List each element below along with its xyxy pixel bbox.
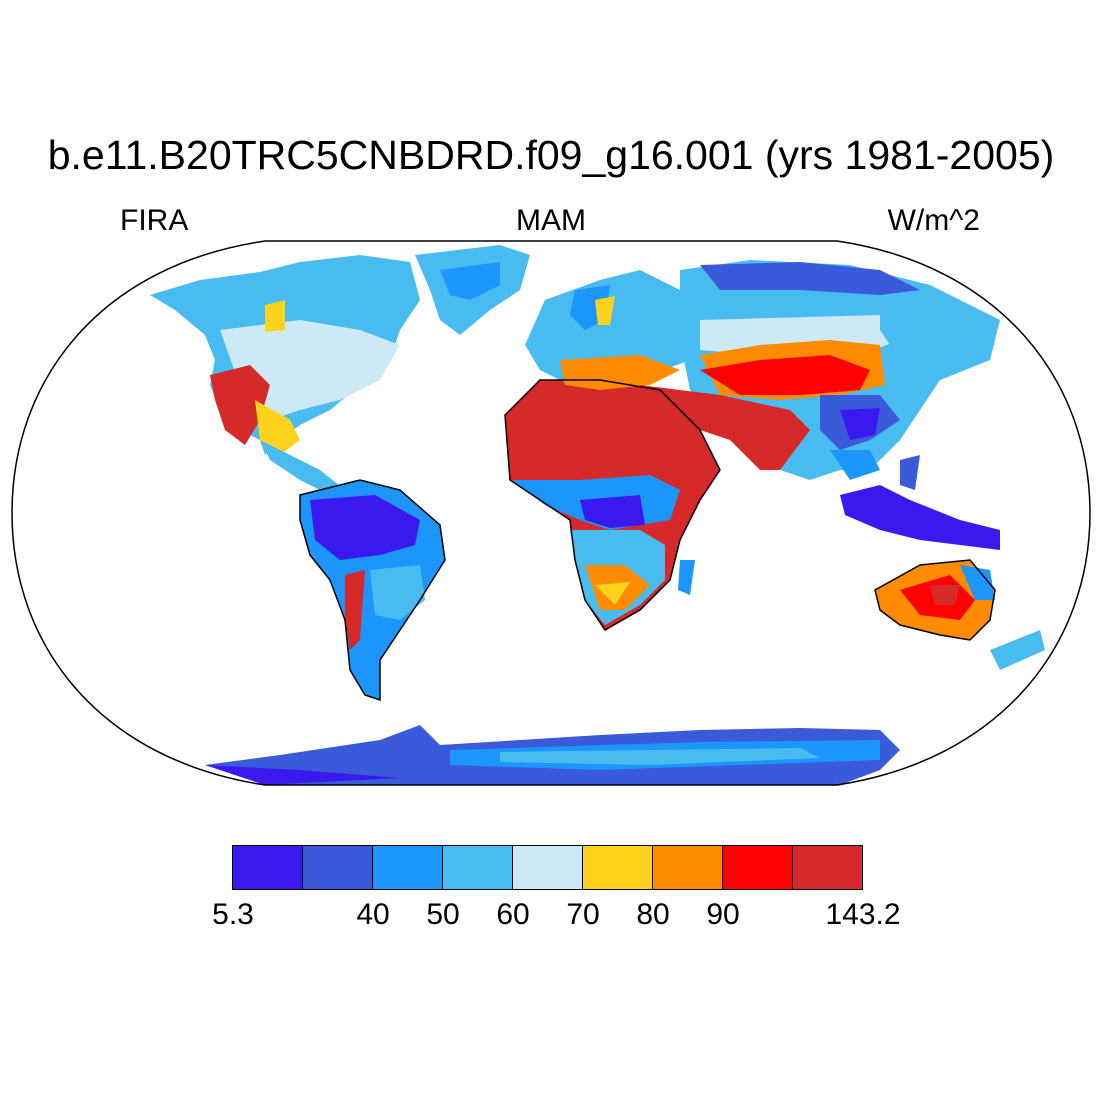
colorbar xyxy=(232,845,863,890)
colorbar-swatch xyxy=(442,845,513,890)
season-label: MAM xyxy=(516,204,586,237)
colorbar-swatch xyxy=(512,845,583,890)
colorbar-tick-label: 80 xyxy=(636,898,670,931)
colorbar-tick-label: 70 xyxy=(566,898,600,931)
colorbar-swatch xyxy=(582,845,653,890)
colorbar-tick-label: 50 xyxy=(426,898,460,931)
map-boundary xyxy=(11,240,1091,786)
units-label: W/m^2 xyxy=(887,204,980,237)
colorbar-tick-label: 90 xyxy=(706,898,740,931)
maritime-region xyxy=(840,485,1000,550)
colorbar-swatch xyxy=(232,845,303,890)
colorbar-swatch xyxy=(302,845,373,890)
europe-region xyxy=(525,270,700,385)
plot-title: b.e11.B20TRC5CNBDRD.f09_g16.001 (yrs 198… xyxy=(47,132,1055,178)
variable-label: FIRA xyxy=(120,204,189,237)
colorbar-swatch xyxy=(652,845,723,890)
colorbar-tick-label: 143.2 xyxy=(825,898,901,931)
colorbar-tick-label: 5.3 xyxy=(212,898,254,931)
colorbar-swatch xyxy=(372,845,443,890)
colorbar-tick-label: 40 xyxy=(356,898,390,931)
colorbar-swatch xyxy=(792,845,863,890)
colorbar-tick-label: 60 xyxy=(496,898,530,931)
colorbar-swatch xyxy=(722,845,793,890)
